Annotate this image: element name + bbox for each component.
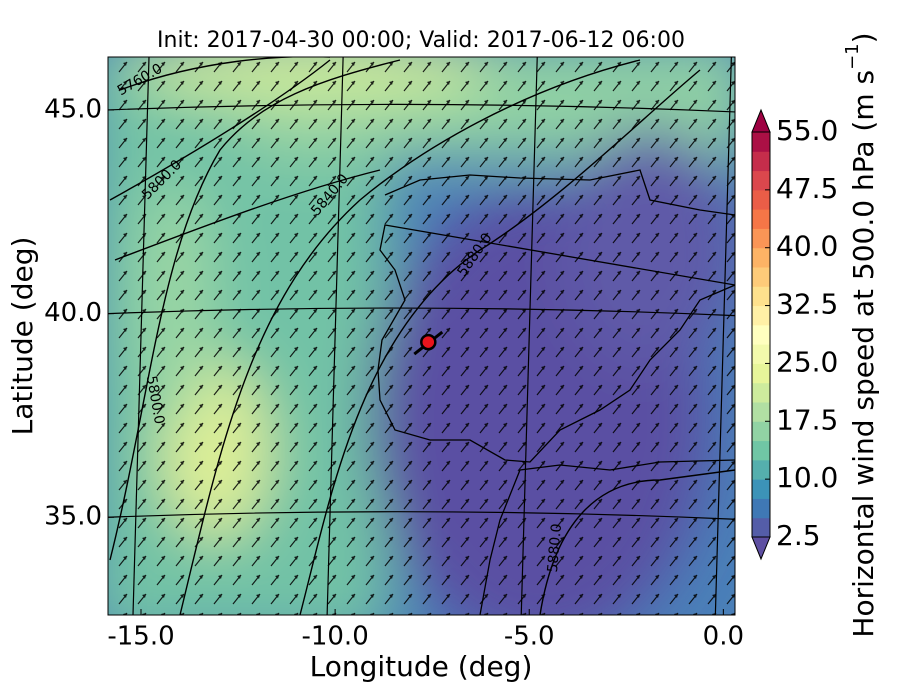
colorbar-tick-label: 40.0 (776, 230, 838, 263)
colorbar-band (752, 459, 770, 480)
colorbar-band (752, 517, 770, 538)
x-tick-label: 0.0 (703, 622, 744, 652)
colorbar-band (752, 498, 770, 519)
y-tick-label: 40.0 (44, 298, 102, 328)
colorbar-band (752, 132, 770, 152)
colorbar-band (752, 189, 770, 210)
colorbar-tick-label: 2.5 (776, 519, 821, 552)
y-tick-label: 45.0 (44, 94, 102, 124)
colorbar-band (752, 421, 770, 442)
colorbar-band (752, 286, 770, 307)
meridian (132, 57, 150, 615)
colorbar-band (752, 267, 770, 287)
colorbar-tick-label: 17.5 (776, 403, 838, 436)
meridian (520, 57, 538, 615)
colorbar-band (752, 344, 770, 364)
colorbar-band (752, 170, 770, 191)
x-tick-label: -10.0 (301, 622, 368, 652)
parallel (108, 103, 735, 113)
parallel (108, 307, 735, 317)
colorbar-extend-high (751, 108, 771, 133)
colorbar-band (752, 247, 770, 268)
colorbar-band (752, 151, 770, 172)
y-axis-label: Latitude (deg) (6, 237, 39, 436)
y-tick-label: 35.0 (44, 502, 102, 532)
chart-title: Init: 2017-04-30 00:00; Valid: 2017-06-1… (157, 28, 685, 53)
colorbar-label-text: Horizontal wind speed at 500.0 hPa (m s (847, 70, 880, 638)
colorbar-band (752, 402, 770, 422)
contour-label: 5880.0 (545, 523, 565, 573)
colorbar-band (752, 324, 770, 345)
x-axis-label: Longitude (deg) (310, 650, 533, 683)
colorbar-label: Horizontal wind speed at 500.0 hPa (m s−… (842, 32, 880, 637)
colorbar-tick-label: 55.0 (776, 114, 838, 147)
colorbar-label-sup: −1 (842, 43, 863, 70)
colorbar-tick-label: 25.0 (776, 345, 838, 378)
colorbar-label-suffix: ) (847, 32, 880, 43)
colorbar-band (752, 440, 770, 461)
x-tick-label: -5.0 (504, 622, 555, 652)
colorbar-band (752, 479, 770, 499)
meridian (326, 57, 344, 615)
plot-frame (107, 56, 736, 616)
colorbar-band (752, 363, 770, 384)
colorbar-tick-label: 47.5 (776, 172, 838, 205)
colorbar-band (752, 382, 770, 403)
colorbar-band (752, 209, 770, 229)
colorbar-band (752, 305, 770, 326)
colorbar-frame (751, 131, 771, 538)
point-marker (420, 333, 437, 351)
meridian (714, 57, 732, 615)
colorbar-band (752, 228, 770, 249)
x-tick-label: -15.0 (107, 622, 174, 652)
colorbar-tick-label: 10.0 (776, 461, 838, 494)
colorbar-tick-label: 32.5 (776, 288, 838, 321)
colorbar-extend-low (751, 536, 771, 561)
parallel (108, 511, 735, 520)
